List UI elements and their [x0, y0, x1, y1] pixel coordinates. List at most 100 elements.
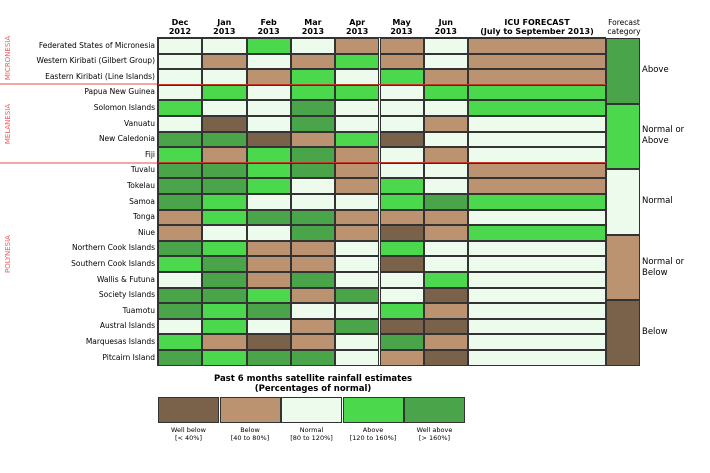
rainfall-cell: [202, 131, 247, 148]
rainfall-cell: [423, 350, 469, 366]
rainfall-cell: [158, 131, 203, 148]
rainfall-cell: [379, 287, 424, 304]
rainfall-cell: [335, 162, 380, 179]
country-label: Niue: [137, 227, 155, 237]
rainfall-cell: [379, 256, 424, 272]
country-label: Eastern Kiribati (Line Islands): [45, 71, 155, 81]
rainfall-cell: [246, 38, 291, 54]
rainfall-cell: [202, 240, 247, 257]
forecast-category-label: Below: [642, 327, 668, 338]
forecast-cell: [468, 69, 606, 85]
rainfall-cell: [290, 116, 336, 132]
rainfall-cell: [423, 318, 469, 335]
legend-label-range: [80 to 120%]: [290, 434, 333, 442]
forecast-category-block: [606, 38, 640, 104]
forecast-cell: [468, 162, 606, 179]
rainfall-cell: [335, 256, 380, 272]
legend-label-range: [120 to 160%]: [349, 434, 397, 442]
rainfall-cell: [158, 116, 203, 132]
rainfall-cell: [158, 178, 203, 194]
rainfall-cell: [158, 209, 203, 226]
rainfall-cell: [335, 194, 380, 210]
rainfall-cell: [335, 147, 380, 163]
separator-micronesia-melanesia: [0, 83, 158, 85]
rainfall-cell: [290, 178, 336, 194]
rainfall-cell: [335, 116, 380, 132]
rainfall-cell: [246, 178, 291, 194]
country-label: Austral Islands: [99, 321, 155, 331]
rainfall-cell: [246, 100, 291, 116]
country-label: Tonga: [132, 212, 155, 222]
rainfall-cell: [202, 194, 247, 210]
rainfall-cell: [335, 69, 380, 85]
legend-swatch: [281, 397, 342, 423]
rainfall-cell: [379, 240, 424, 257]
legend-label-name: Normal: [299, 426, 324, 434]
rainfall-cell: [423, 194, 469, 210]
legend-title: Past 6 months satellite rainfall estimat…: [158, 374, 468, 394]
forecast-cell: [468, 350, 606, 366]
legend-label-name: Well above: [416, 426, 453, 434]
category-header: Forecast category: [604, 18, 644, 36]
month-header: Apr 2013: [335, 18, 379, 36]
legend-label: Below [40 to 80%]: [220, 426, 281, 442]
forecast-cell: [468, 287, 606, 304]
month-header: Feb 2013: [247, 18, 291, 36]
country-label: Vanuatu: [124, 118, 155, 128]
rainfall-cell: [158, 256, 203, 272]
rainfall-cell: [246, 318, 291, 335]
rainfall-cell: [246, 225, 291, 241]
rainfall-cell: [335, 334, 380, 350]
rainfall-cell: [290, 38, 336, 54]
rainfall-cell: [335, 209, 380, 226]
rainfall-cell: [423, 116, 469, 132]
rainfall-cell: [202, 147, 247, 163]
rainfall-cell: [379, 100, 424, 116]
rainfall-cell: [335, 225, 380, 241]
legend-label-range: [< 40%]: [174, 434, 203, 442]
legend-label-range: [> 160%]: [418, 434, 451, 442]
rainfall-cell: [158, 147, 203, 163]
rainfall-cell: [423, 162, 469, 179]
forecast-header-period: (July to September 2013): [480, 27, 594, 36]
rainfall-cell: [202, 318, 247, 335]
rainfall-cell: [246, 303, 291, 319]
rainfall-cell: [335, 240, 380, 257]
rainfall-cell: [158, 350, 203, 366]
month-header: Mar 2013: [291, 18, 335, 36]
rainfall-cell: [423, 84, 469, 101]
forecast-cell: [468, 303, 606, 319]
rainfall-cell: [202, 272, 247, 288]
rainfall-cell: [290, 225, 336, 241]
month-header-month: Feb: [260, 18, 277, 27]
month-header-month: Dec: [171, 18, 189, 27]
rainfall-cell: [423, 100, 469, 116]
forecast-cell: [468, 240, 606, 257]
month-header-year: 2012: [168, 27, 192, 36]
rainfall-cell: [246, 162, 291, 179]
rainfall-cell: [379, 131, 424, 148]
rainfall-cell: [290, 256, 336, 272]
rainfall-cell: [379, 350, 424, 366]
month-header-year: 2013: [301, 27, 325, 36]
month-header-year: 2013: [390, 27, 413, 36]
chart-subtitle: (Percentages of normal): [254, 384, 372, 394]
rainfall-cell: [290, 147, 336, 163]
legend-swatch: [342, 397, 404, 423]
rainfall-cell: [246, 53, 291, 70]
legend-label: Normal [80 to 120%]: [281, 426, 342, 442]
country-label: Southern Cook Islands: [71, 258, 155, 268]
rainfall-cell: [423, 209, 469, 226]
month-header-year: 2013: [213, 27, 236, 36]
rainfall-cell: [335, 272, 380, 288]
rainfall-cell: [158, 100, 203, 116]
rainfall-cell: [202, 69, 247, 85]
rainfall-cell: [246, 209, 291, 226]
rainfall-cell: [158, 240, 203, 257]
rainfall-cell: [246, 334, 291, 350]
rainfall-cell: [379, 116, 424, 132]
month-header-month: Jan: [217, 18, 232, 27]
rainfall-cell: [158, 225, 203, 241]
rainfall-cell: [290, 162, 336, 179]
separator-melanesia-polynesia: [0, 162, 158, 164]
